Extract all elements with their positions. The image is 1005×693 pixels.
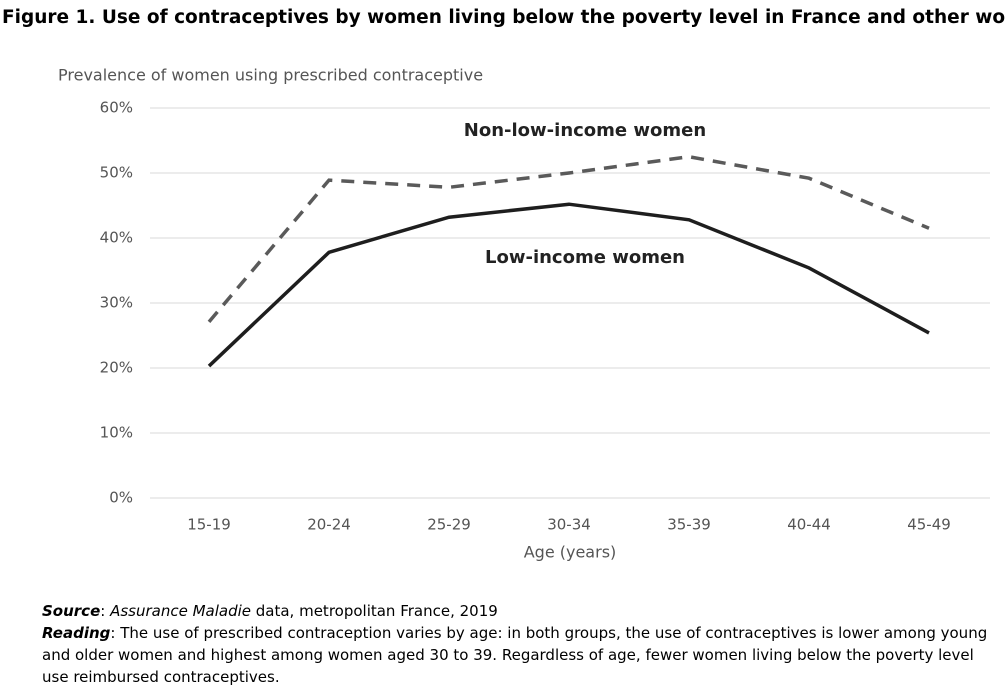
note-text: : [100, 602, 111, 620]
note: Reading: The use of prescribed contracep… [42, 622, 992, 688]
y-tick-label: 30% [100, 294, 133, 312]
note: Source: Assurance Maladie data, metropol… [42, 600, 992, 622]
series-label: Low-income women [485, 247, 685, 268]
note-text: Reading [42, 624, 111, 642]
y-tick-label: 20% [100, 359, 133, 377]
note-text: data, metropolitan France, 2019 [251, 602, 498, 620]
x-tick-label: 15-19 [187, 516, 231, 534]
x-tick-label: 30-34 [547, 516, 591, 534]
y-tick-label: 0% [109, 489, 133, 507]
series-label: Non-low-income women [464, 120, 706, 141]
note-text: Assurance Maladie [110, 602, 251, 620]
series-line [207, 202, 930, 368]
x-tick-label: 45-49 [907, 516, 951, 534]
x-tick-label: 20-24 [307, 516, 351, 534]
y-tick-label: 50% [100, 164, 133, 182]
x-tick-label: 40-44 [787, 516, 831, 534]
x-axis-label: Age (years) [524, 543, 617, 562]
y-tick-label: 60% [100, 99, 133, 117]
notes: Source: Assurance Maladie data, metropol… [42, 600, 992, 688]
series-line [207, 154, 930, 323]
chart: Figure 1. Use of contraceptives by women… [2, 7, 1005, 562]
chart-title: Figure 1. Use of contraceptives by women… [2, 7, 1005, 28]
x-tick-label: 25-29 [427, 516, 471, 534]
note-text: : The use of prescribed contraception va… [42, 624, 988, 686]
y-tick-label: 10% [100, 424, 133, 442]
x-tick-label: 35-39 [667, 516, 711, 534]
y-tick-label: 40% [100, 229, 133, 247]
note-text: Source [42, 602, 101, 620]
y-axis-label: Prevalence of women using prescribed con… [58, 66, 483, 85]
